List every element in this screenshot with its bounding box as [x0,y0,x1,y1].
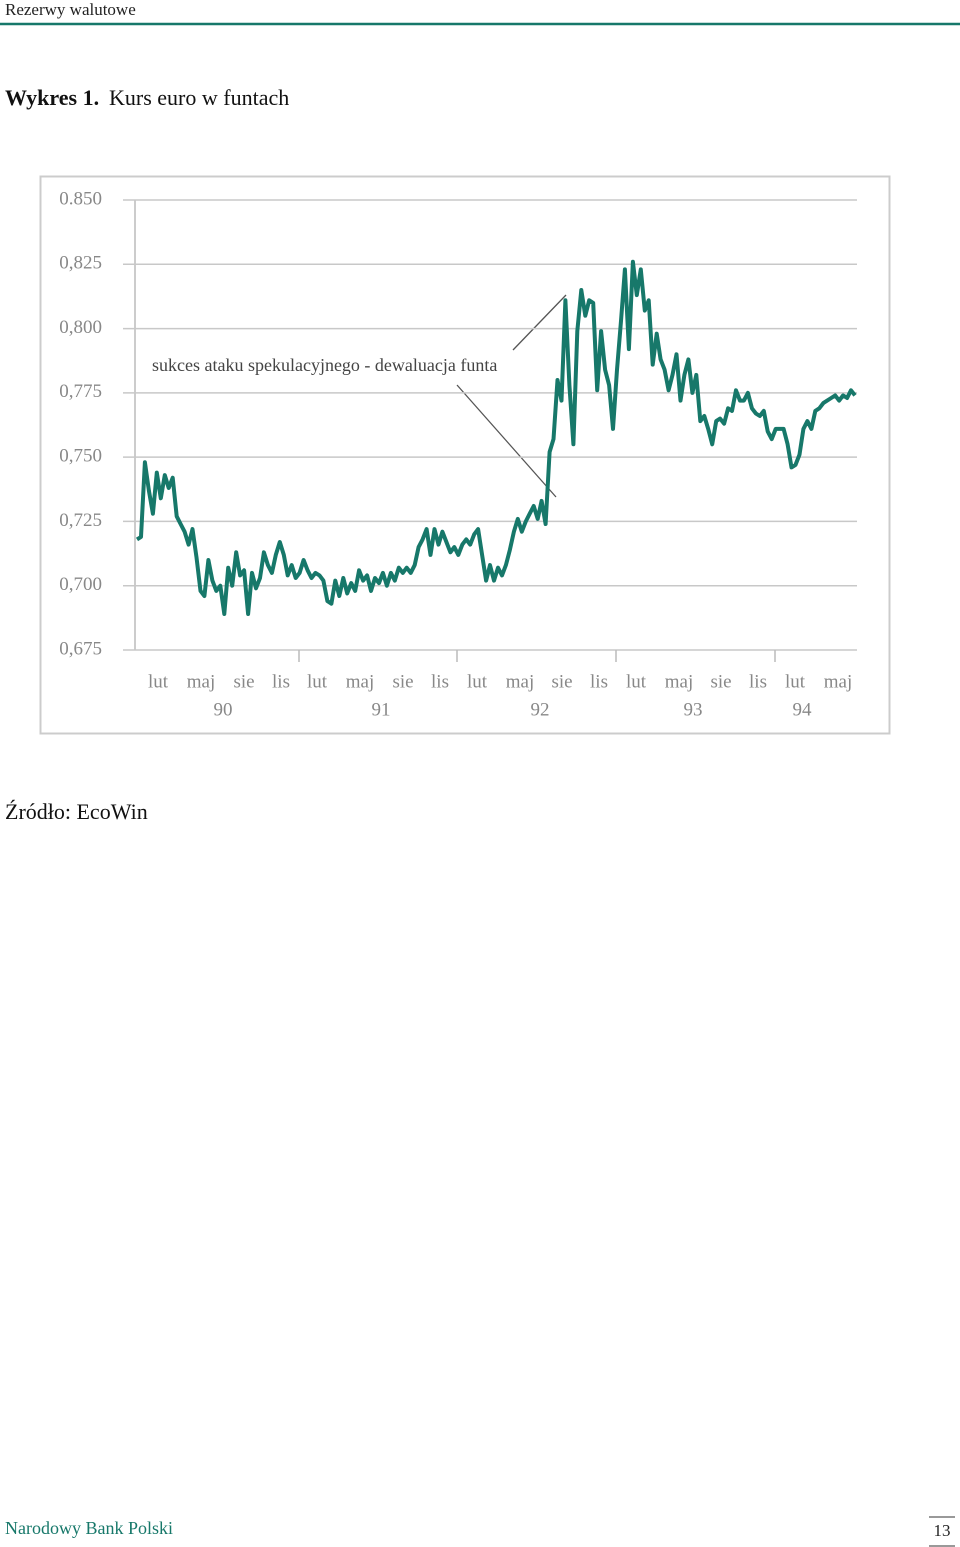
x-year-label: 94 [793,699,813,720]
x-tick-label: maj [824,671,853,692]
x-year-label: 92 [531,699,550,720]
x-tick-label: maj [346,671,375,692]
figure-caption: Kurs euro w funtach [109,85,289,110]
plot: 0.850 0,825 0,800 0,775 0,750 0,725 0,700 0,675… [59,188,857,720]
y-tick-label: 0.850 [59,188,102,209]
figure-source: Źródło: EcoWin [5,799,148,824]
figure-label: Wykres 1. [5,85,99,110]
page-number: 13 [934,1521,951,1540]
y-tick-label: 0,750 [59,446,102,467]
x-tick-label: lut [626,671,647,692]
y-tick-label: 0,700 [59,574,102,595]
x-tick-label: sie [233,671,254,692]
y-tick-label: 0,725 [59,510,102,531]
chart-frame [39,175,891,735]
x-year-label: 91 [372,699,391,720]
x-tick-label: lis [431,671,449,692]
x-tick-label: sie [551,671,572,692]
x-tick-label: lut [467,671,488,692]
x-tick-label: lis [272,671,290,692]
y-tick-label: 0,675 [59,638,102,659]
x-tick-label: lut [148,671,169,692]
x-tick-label: lis [590,671,608,692]
annotation-arrow [512,294,567,351]
x-tick-label: lut [785,671,806,692]
x-tick-label: sie [710,671,731,692]
x-tick-label: maj [665,671,694,692]
y-tick-label: 0,825 [59,253,102,274]
x-tick-label: maj [506,671,535,692]
y-tick-label: 0,800 [59,317,102,338]
annotation: sukces ataku spekulacyjnego - dewaluacja… [152,355,497,375]
x-tick-label: maj [187,671,216,692]
x-tick-label: lut [307,671,328,692]
footer-publisher: Narodowy Bank Polski [5,1518,173,1538]
header-title: Rezerwy walutowe [5,0,136,19]
data-line [135,259,857,616]
annotation-arrow [456,384,557,498]
y-tick-label: 0,775 [59,381,102,402]
x-year-label: 93 [684,699,703,720]
x-tick-label: lis [749,671,767,692]
x-tick-label: sie [392,671,413,692]
x-year-label: 90 [214,699,233,720]
